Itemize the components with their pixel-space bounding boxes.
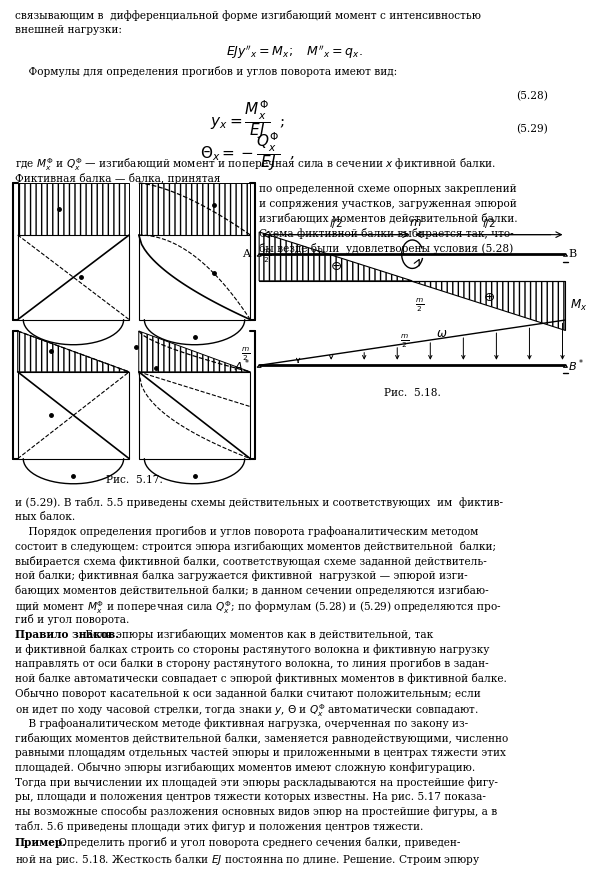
Text: ной на рис. 5.18. Жесткость балки $EJ$ постоянна по длине. Решение. Строим эпюру: ной на рис. 5.18. Жесткость балки $EJ$ п… [15, 852, 481, 867]
Text: A: A [242, 249, 250, 260]
Text: состоит в следующем: строится эпюра изгибающих моментов действительной  балки;: состоит в следующем: строится эпюра изги… [15, 541, 496, 552]
Text: $EJy''_x = M_x; \quad M''_x = q_x.$: $EJy''_x = M_x; \quad M''_x = q_x.$ [226, 44, 363, 61]
Text: (5.28): (5.28) [516, 92, 548, 101]
Text: $M_x$: $M_x$ [570, 298, 587, 313]
Text: и фиктивной балках строить со стороны растянутого волокна и фиктивную нагрузку: и фиктивной балках строить со стороны ра… [15, 644, 489, 654]
Text: ны возможные способы разложения основных видов эпюр на простейшие фигуры, а в: ны возможные способы разложения основных… [15, 806, 497, 817]
Text: $l/2$: $l/2$ [329, 217, 343, 230]
Text: $\oplus$: $\oplus$ [483, 292, 495, 305]
Polygon shape [259, 232, 412, 281]
Text: Пример.: Пример. [15, 837, 67, 848]
Polygon shape [139, 183, 250, 235]
Text: Порядок определения прогибов и углов поворота графоаналитическим методом: Порядок определения прогибов и углов пов… [15, 526, 478, 537]
Polygon shape [18, 235, 129, 320]
Text: В графоаналитическом методе фиктивная нагрузка, очерченная по закону из-: В графоаналитическом методе фиктивная на… [15, 718, 468, 729]
Text: $\ominus$: $\ominus$ [330, 260, 342, 273]
Text: Рис.  5.17.: Рис. 5.17. [105, 475, 163, 485]
Polygon shape [139, 331, 250, 372]
Text: выбирается схема фиктивной балки, соответствующая схеме заданной действитель-: выбирается схема фиктивной балки, соотве… [15, 556, 487, 566]
Text: $\omega$: $\omega$ [436, 327, 447, 340]
Polygon shape [257, 365, 262, 367]
Text: табл. 5.6 приведены площади этих фигур и положения центров тяжести.: табл. 5.6 приведены площади этих фигур и… [15, 821, 423, 832]
Text: $\Theta_x = -\dfrac{Q^{\Phi}_x}{EJ}$  ,: $\Theta_x = -\dfrac{Q^{\Phi}_x}{EJ}$ , [200, 131, 295, 173]
Text: Рис.  5.18.: Рис. 5.18. [384, 388, 441, 397]
Text: Схема фиктивной балки выбирается так, что-: Схема фиктивной балки выбирается так, чт… [259, 228, 514, 239]
Text: связывающим в  дифференциальной форме изгибающий момент с интенсивностью: связывающим в дифференциальной форме изг… [15, 10, 481, 21]
Text: Если эпюры изгибающих моментов как в действительной, так: Если эпюры изгибающих моментов как в дей… [82, 629, 434, 640]
Text: и (5.29). В табл. 5.5 приведены схемы действительных и соответствующих  им  фикт: и (5.29). В табл. 5.5 приведены схемы де… [15, 497, 503, 508]
Polygon shape [563, 254, 568, 256]
Text: ных балок.: ных балок. [15, 511, 75, 522]
Text: ры, площади и положения центров тяжести которых известны. На рис. 5.17 показа-: ры, площади и положения центров тяжести … [15, 792, 485, 802]
Polygon shape [18, 372, 129, 459]
Text: Тогда при вычислении их площадей эти эпюры раскладываются на простейшие фигу-: Тогда при вычислении их площадей эти эпю… [15, 777, 498, 788]
Text: $\frac{m}{2}$: $\frac{m}{2}$ [241, 346, 250, 364]
Text: где $M^{\Phi}_x$ и $Q^{\Phi}_x$ — изгибающий момент и поперечная сила в сечении : где $M^{\Phi}_x$ и $Q^{\Phi}_x$ — изгиба… [15, 156, 496, 173]
Text: $y_x = \dfrac{M^{\Phi}_x}{EJ}$  ;: $y_x = \dfrac{M^{\Phi}_x}{EJ}$ ; [210, 98, 285, 141]
Text: ной балке автоматически совпадает с эпюрой фиктивных моментов в фиктивной балке.: ной балке автоматически совпадает с эпюр… [15, 673, 507, 684]
Polygon shape [563, 365, 568, 367]
Polygon shape [412, 281, 565, 330]
Text: $B^*$: $B^*$ [568, 357, 584, 373]
Text: бающих моментов действительной балки; в данном сечении определяются изгибаю-: бающих моментов действительной балки; в … [15, 585, 488, 596]
Text: $\frac{m}{2}$: $\frac{m}{2}$ [400, 332, 409, 350]
Polygon shape [257, 254, 262, 256]
Text: $\frac{m}{2}$: $\frac{m}{2}$ [262, 248, 272, 265]
Text: внешней нагрузки:: внешней нагрузки: [15, 25, 122, 35]
Text: B: B [568, 249, 577, 260]
Text: гибающих моментов действительной балки, заменяется равнодействующими, численно: гибающих моментов действительной балки, … [15, 733, 508, 744]
Text: $\frac{m}{2}$: $\frac{m}{2}$ [415, 297, 425, 314]
Text: (5.29): (5.29) [516, 124, 548, 134]
Text: $A^*$: $A^*$ [234, 357, 250, 373]
Text: направлять от оси балки в сторону растянутого волокна, то линия прогибов в задан: направлять от оси балки в сторону растян… [15, 658, 488, 669]
Text: он идет по ходу часовой стрелки, тогда знаки $y$, $\Theta$ и $Q^{\Phi}_x$ автома: он идет по ходу часовой стрелки, тогда з… [15, 702, 478, 719]
Text: Формулы для определения прогибов и углов поворота имеют вид:: Формулы для определения прогибов и углов… [15, 66, 397, 76]
Text: ной балки; фиктивная балка загружается фиктивной  нагрузкой — эпюрой изги-: ной балки; фиктивная балка загружается ф… [15, 570, 467, 581]
Text: $m$: $m$ [409, 216, 422, 229]
Text: Обычно поворот касательной к оси заданной балки считают положительным; если: Обычно поворот касательной к оси заданно… [15, 687, 481, 699]
Text: Фиктивная балка — балка, принятая: Фиктивная балка — балка, принятая [15, 172, 220, 184]
Polygon shape [139, 372, 250, 459]
Text: и сопряжения участков, загруженная эпюрой: и сопряжения участков, загруженная эпюро… [259, 198, 517, 209]
Polygon shape [18, 331, 129, 372]
Text: по определенной схеме опорных закреплений: по определенной схеме опорных закреплени… [259, 184, 517, 194]
Text: Определить прогиб и угол поворота среднего сечения балки, приведен-: Определить прогиб и угол поворота средне… [55, 837, 460, 848]
Text: щий момент $M^{\Phi}_x$ и поперечная сила $Q^{\Phi}_x$; по формулам (5.28) и (5.: щий момент $M^{\Phi}_x$ и поперечная сил… [15, 599, 502, 616]
Polygon shape [139, 235, 250, 320]
Polygon shape [18, 183, 129, 235]
Text: равными площадям отдельных частей эпюры и приложенными в центрах тяжести этих: равными площадям отдельных частей эпюры … [15, 748, 505, 757]
Text: гиб и угол поворота.: гиб и угол поворота. [15, 614, 129, 625]
Text: изгибающих моментов действительной балки.: изгибающих моментов действительной балки… [259, 213, 518, 224]
Text: $l/2$: $l/2$ [482, 217, 496, 230]
Text: площадей. Обычно эпюры изгибающих моментов имеют сложную конфигурацию.: площадей. Обычно эпюры изгибающих момент… [15, 763, 475, 773]
Text: Правило знаков.: Правило знаков. [15, 629, 118, 640]
Text: бы везде были  удовлетворены условия (5.28): бы везде были удовлетворены условия (5.2… [259, 243, 514, 253]
